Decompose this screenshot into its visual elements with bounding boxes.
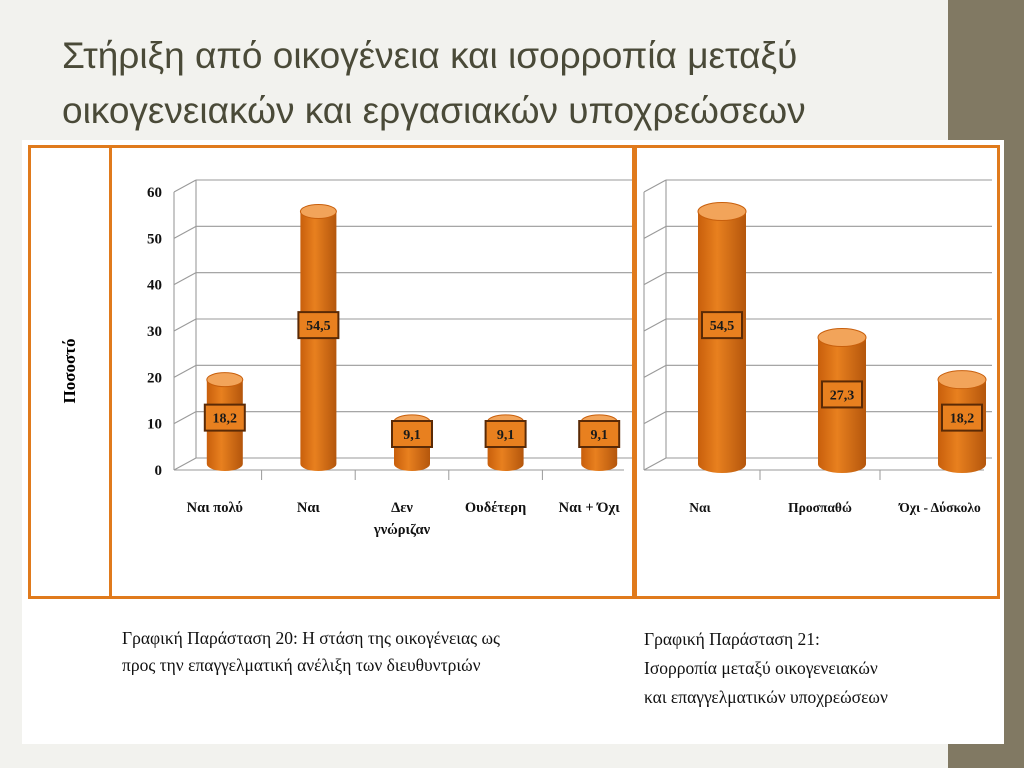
chart-work-life-balance: 54,5 Ναι 27,3 Προσπαθώ 18,2 Όχι - Δύσκολο	[643, 179, 992, 515]
chart2-gridline-side	[643, 457, 667, 471]
chart1-y-tick-label: 30	[147, 324, 162, 340]
chart1-gridline-side	[173, 225, 197, 239]
chart1-y-tick-label: 10	[147, 417, 162, 433]
chart1-category-label: γνώριζαν	[373, 522, 431, 538]
chart2-data-label-box	[821, 380, 863, 409]
chart1-category-label: Δεν	[391, 500, 413, 516]
chart2-data-label-box	[701, 311, 743, 340]
chart1-category-label: Ναι πολύ	[187, 500, 244, 516]
chart1-bar-top	[299, 203, 337, 219]
chart1-bar-body	[300, 211, 337, 472]
chart-figure: Ποσοστό 0 10 20 30 40 50 60 18,2 Ναι πολύ 54,5 Ναι…	[22, 140, 1004, 744]
chart1-category-label: Ναι	[297, 500, 321, 516]
bar-charts-svg: 0 10 20 30 40 50 60 18,2 Ναι πολύ 54,5 Ναι 9,1 Δεν γν…	[147, 179, 992, 538]
chart2-data-label-box	[941, 403, 983, 432]
chart1-gridline-side	[173, 364, 197, 378]
chart1-bar: 54,5	[297, 203, 340, 472]
chart1-bar: 18,2	[203, 372, 246, 472]
chart2-bar-top	[817, 328, 867, 348]
caption-chart-20: Γραφική Παράσταση 20: Η στάση της οικογέ…	[122, 625, 634, 679]
chart-frame-left	[28, 145, 637, 599]
chart1-bar: 9,1	[391, 414, 433, 471]
slide-title: Στήριξη από οικογένεια και ισορροπία μετ…	[62, 28, 942, 138]
y-label-divider	[109, 145, 112, 599]
chart1-bar-top	[206, 372, 244, 388]
chart1-gridline-side	[173, 272, 197, 286]
chart1-data-label: 9,1	[590, 428, 608, 443]
chart1-gridline-side	[173, 411, 197, 425]
chart1-data-label: 18,2	[213, 412, 238, 427]
chart2-bar: 18,2	[937, 370, 987, 473]
chart1-gridline-side	[173, 457, 197, 471]
chart1-gridline-side	[173, 179, 197, 193]
chart1-category-label: Ναι + Όχι	[559, 500, 621, 516]
chart2-gridline-side	[643, 318, 667, 332]
chart1-y-tick-label: 60	[147, 185, 162, 201]
chart2-gridline-side	[643, 364, 667, 378]
chart1-y-tick-label: 40	[147, 278, 162, 294]
chart2-data-label: 54,5	[710, 319, 735, 334]
caption-chart-21-line-3: και επαγγελματικών υποχρεώσεων	[644, 687, 888, 707]
chart1-data-label: 9,1	[403, 428, 421, 443]
caption-chart-21: Γραφική Παράσταση 21: Ισορροπία μεταξύ ο…	[644, 625, 888, 712]
chart2-bar: 54,5	[697, 201, 747, 473]
chart2-category-label: Προσπαθώ	[788, 500, 852, 515]
chart2-bar: 27,3	[817, 328, 867, 473]
chart1-y-tick-label: 20	[147, 370, 162, 386]
chart1-y-tick-label: 0	[155, 463, 163, 479]
chart1-data-label-box	[578, 420, 621, 448]
slide-title-line-1: Στήριξη από οικογένεια και ισορροπία μετ…	[62, 35, 798, 76]
caption-chart-20-line-2: προς την επαγγελματική ανέλιξη των διευθ…	[122, 655, 481, 675]
caption-chart-20-line-1: Γραφική Παράσταση 20: Η στάση της οικογέ…	[122, 628, 500, 648]
chart-family-support: 0 10 20 30 40 50 60 18,2 Ναι πολύ 54,5 Ναι 9,1 Δεν γν…	[147, 179, 632, 538]
chart1-data-label-box	[297, 311, 340, 340]
chart1-category-label: Ουδέτερη	[465, 500, 526, 516]
chart1-data-label-box	[484, 420, 527, 448]
chart2-bar-body	[698, 211, 746, 473]
chart2-gridline-side	[643, 411, 667, 425]
chart2-bar-top	[937, 370, 987, 390]
chart1-data-label: 54,5	[306, 319, 331, 334]
slide-title-line-2: οικογενειακών και εργασιακών υποχρεώσεων	[62, 90, 806, 131]
chart2-data-label: 27,3	[830, 388, 855, 403]
chart1-data-label-box	[391, 420, 433, 448]
chart1-gridline-side	[173, 318, 197, 332]
chart1-data-label-box	[203, 403, 246, 432]
chart1-data-label: 9,1	[497, 428, 514, 443]
caption-chart-21-line-2: Ισορροπία μεταξύ οικογενειακών	[644, 658, 878, 678]
chart2-category-label: Ναι	[689, 500, 711, 515]
chart2-category-label: Όχι - Δύσκολο	[898, 500, 981, 515]
chart1-y-tick-label: 50	[147, 231, 162, 247]
chart2-gridline-side	[643, 272, 667, 286]
chart-frame-right	[632, 145, 1000, 599]
chart2-data-label: 18,2	[950, 412, 975, 427]
chart2-gridline-side	[643, 225, 667, 239]
chart2-bar-top	[697, 201, 747, 221]
chart1-bar: 9,1	[578, 414, 621, 472]
caption-chart-21-line-1: Γραφική Παράσταση 21:	[644, 629, 820, 649]
chart2-gridline-side	[643, 179, 667, 193]
chart1-bar: 9,1	[484, 414, 527, 472]
